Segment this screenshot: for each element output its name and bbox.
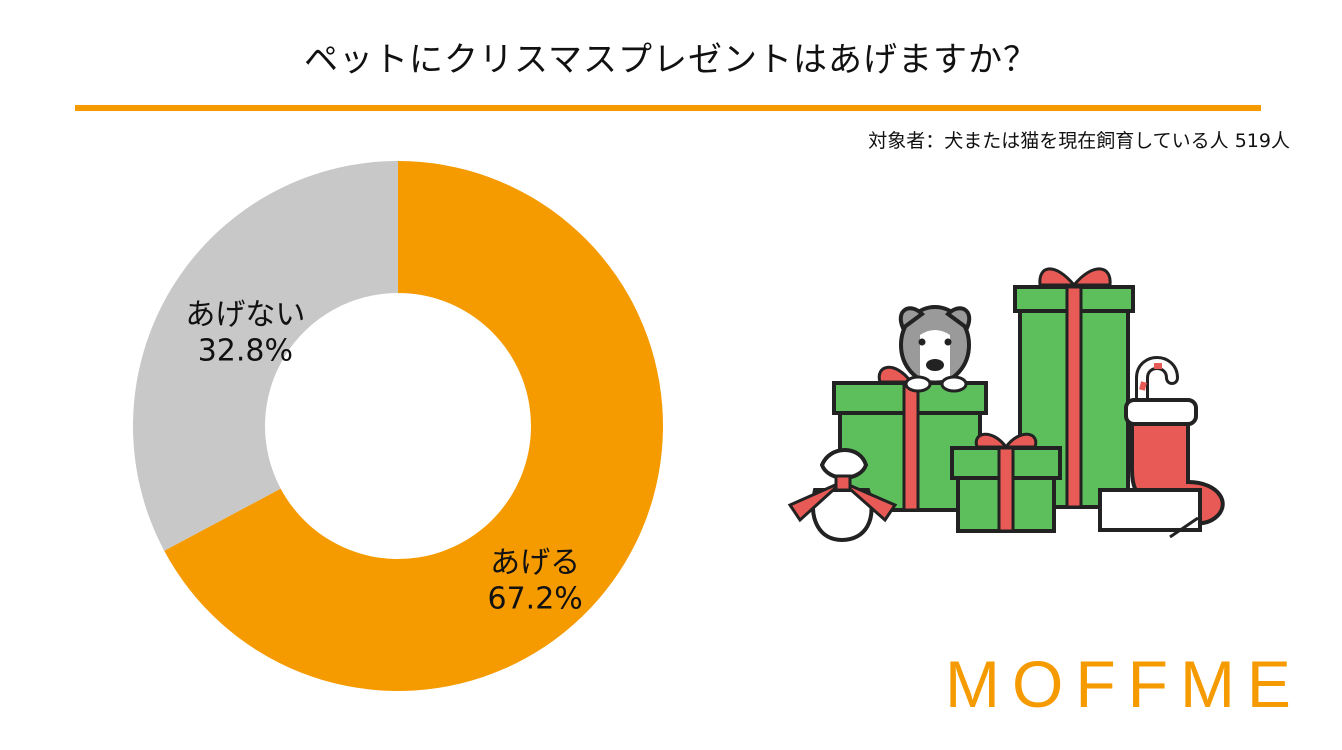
dog-icon — [898, 305, 972, 393]
slice-value-label: 67.2% — [488, 581, 583, 616]
brand-logo: MOFFME — [945, 647, 1303, 721]
christmas-illustration — [787, 267, 1225, 543]
donut-slices — [132, 161, 663, 692]
slice-value-label: 32.8% — [198, 334, 293, 369]
gift-sack-icon — [787, 448, 898, 543]
candy-cane-icon — [1135, 356, 1179, 427]
card-icon — [1098, 488, 1202, 539]
donut-slice-not-give — [132, 161, 398, 551]
donut-slice-give — [164, 161, 663, 692]
slice-name-label: あげる — [490, 545, 580, 580]
gift-box-icon — [950, 432, 1062, 533]
title-underline — [75, 105, 1261, 111]
slice-name-label: あげない — [185, 298, 305, 333]
gift-box-icon — [1013, 267, 1135, 509]
page-title: ペットにクリスマスプレゼントはあげますか？ — [304, 40, 1038, 80]
respondent-note: 対象者：犬または猫を現在飼育している人 519人 — [868, 130, 1290, 152]
